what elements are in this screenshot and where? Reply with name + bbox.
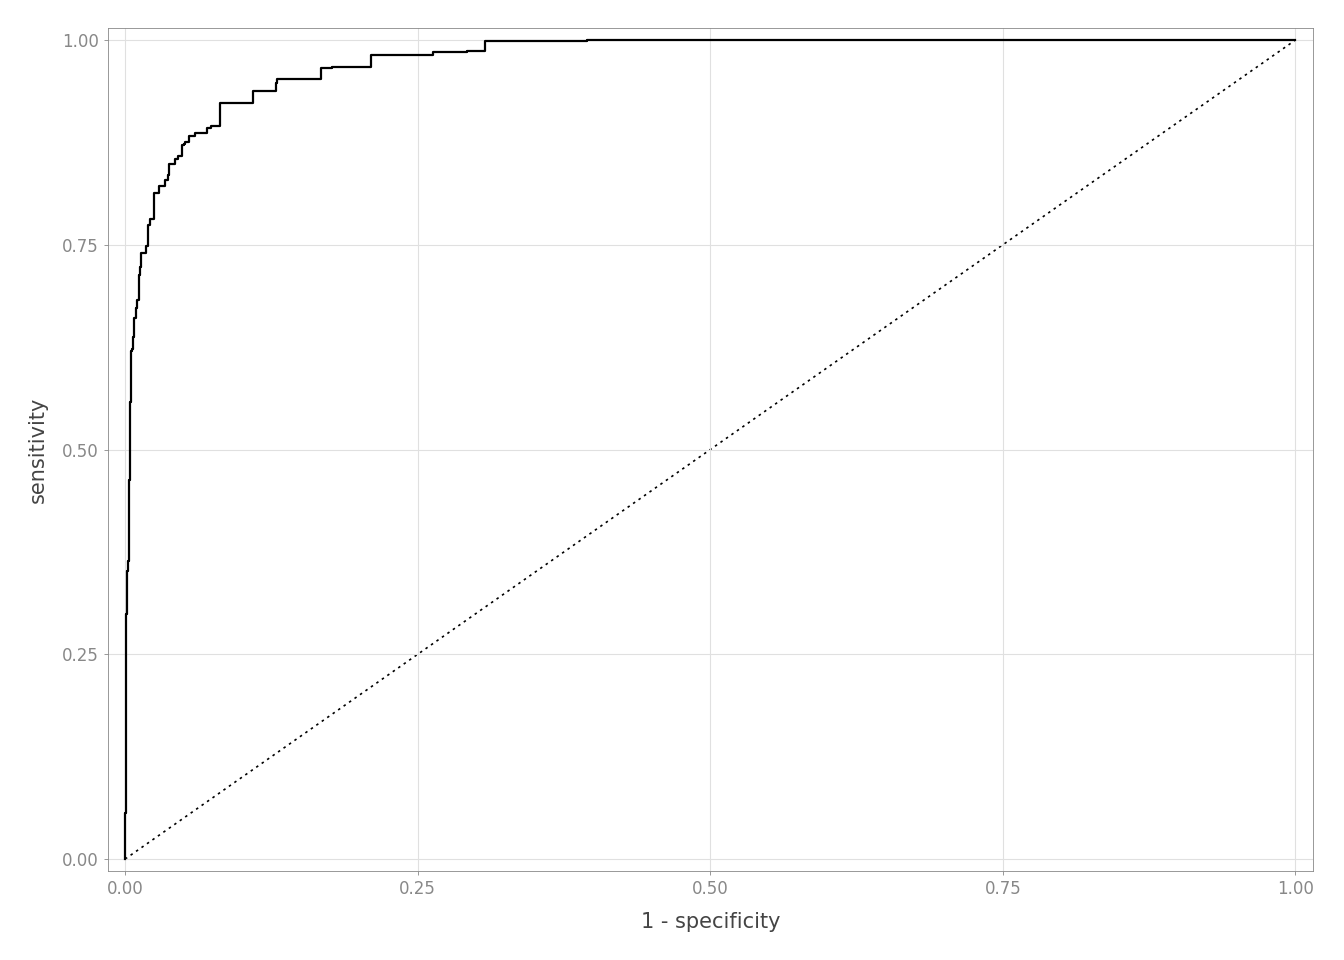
- X-axis label: 1 - specificity: 1 - specificity: [641, 912, 780, 932]
- Y-axis label: sensitivity: sensitivity: [28, 396, 48, 503]
